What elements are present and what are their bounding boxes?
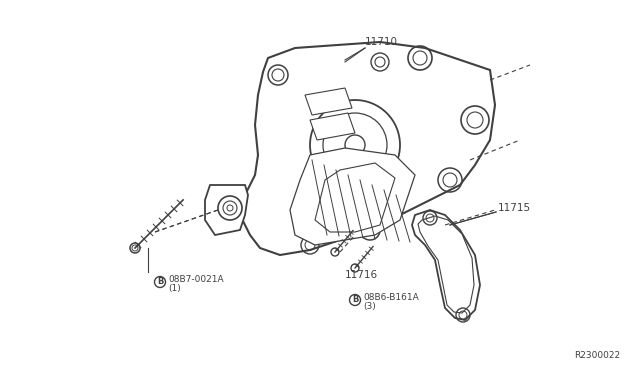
Text: 08B6-B161A: 08B6-B161A bbox=[363, 294, 419, 302]
Polygon shape bbox=[290, 148, 415, 245]
Text: 08B7-0021A: 08B7-0021A bbox=[168, 276, 223, 285]
Text: B: B bbox=[157, 278, 163, 286]
Polygon shape bbox=[315, 163, 395, 232]
Polygon shape bbox=[305, 88, 352, 115]
Text: 11716: 11716 bbox=[345, 270, 378, 280]
Text: 11710: 11710 bbox=[365, 37, 398, 47]
Text: (3): (3) bbox=[363, 301, 376, 311]
Polygon shape bbox=[412, 210, 480, 320]
Text: R2300022: R2300022 bbox=[574, 351, 620, 360]
Text: B: B bbox=[352, 295, 358, 305]
Text: 11715: 11715 bbox=[498, 203, 531, 213]
Polygon shape bbox=[310, 113, 355, 140]
Polygon shape bbox=[418, 216, 474, 313]
Text: (1): (1) bbox=[168, 283, 180, 292]
Polygon shape bbox=[205, 185, 248, 235]
Polygon shape bbox=[240, 42, 495, 255]
